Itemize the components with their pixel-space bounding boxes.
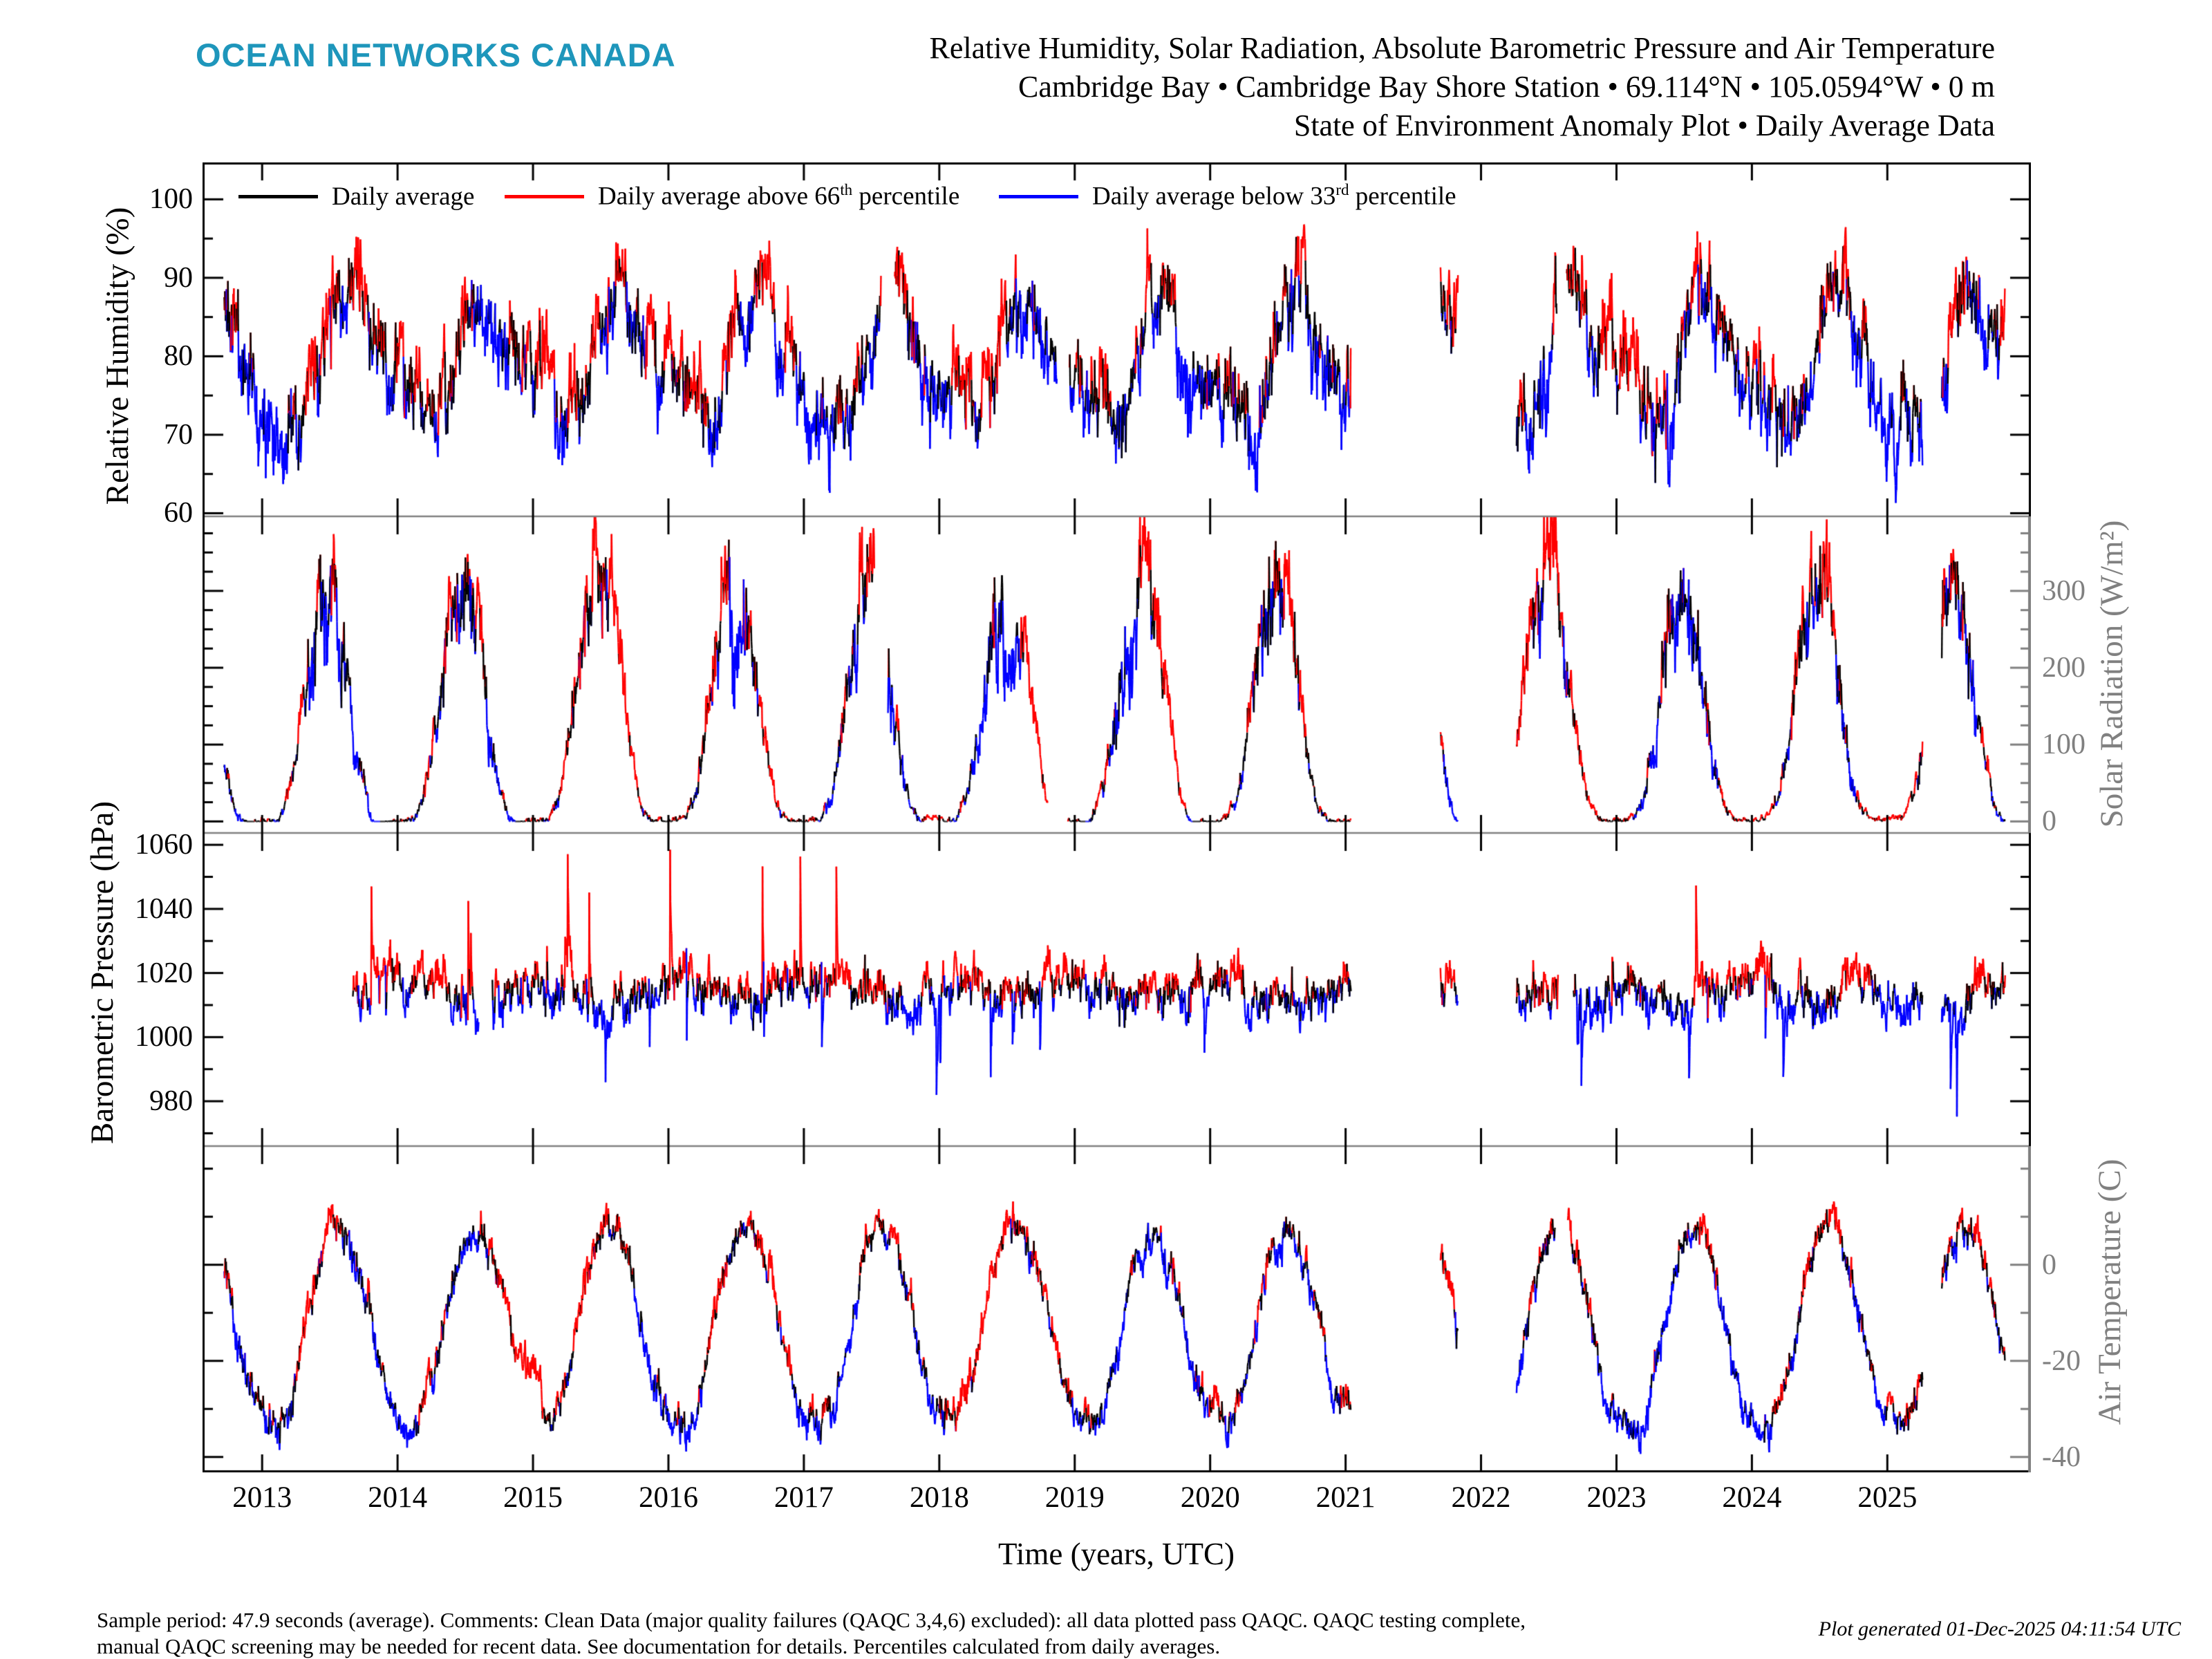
title-line-2: Cambridge Bay • Cambridge Bay Shore Stat… — [1018, 70, 1995, 104]
plot-title: Relative Humidity, Solar Radiation, Abso… — [484, 29, 1995, 145]
legend-line-swatch — [999, 194, 1078, 198]
xtick-label: 2016 — [638, 1481, 698, 1514]
legend-item-daily-average: Daily average — [238, 180, 474, 213]
ytick-label: 100 — [149, 183, 193, 216]
xtick-label: 2020 — [1180, 1481, 1240, 1514]
footer-line-2: manual QAQC screening may be needed for … — [97, 1634, 1221, 1658]
legend-item-above-66th: Daily average above 66th percentile — [505, 180, 959, 213]
plot-area — [203, 162, 2031, 1472]
legend-label: Daily average — [332, 182, 475, 211]
xtick-label: 2023 — [1586, 1481, 1647, 1514]
legend-item-below-33rd: Daily average below 33rd percentile — [999, 180, 1456, 213]
ytick-label: 1020 — [135, 957, 193, 989]
xtick-label: 2017 — [774, 1481, 834, 1514]
footer-line-1: Sample period: 47.9 seconds (average). C… — [97, 1608, 1526, 1632]
ytick-label: 0 — [2042, 1248, 2056, 1281]
ytick-label: 1040 — [135, 892, 193, 925]
xtick-label: 2018 — [909, 1481, 969, 1514]
ytick-label: -20 — [2042, 1344, 2081, 1377]
xtick-label: 2021 — [1315, 1481, 1376, 1514]
xtick-label: 2013 — [232, 1481, 292, 1514]
ytick-label: 200 — [2042, 651, 2086, 684]
legend-line-swatch — [238, 194, 318, 198]
xtick-label: 2019 — [1044, 1481, 1105, 1514]
xtick-label: 2024 — [1722, 1481, 1782, 1514]
ytick-label: 1000 — [135, 1021, 193, 1053]
x-axis-label: Time (years, UTC) — [997, 1537, 1235, 1571]
ytick-label: -40 — [2042, 1441, 2081, 1473]
title-line-3: State of Environment Anomaly Plot • Dail… — [1293, 109, 1995, 142]
ytick-label: 70 — [164, 418, 193, 451]
xtick-label: 2015 — [503, 1481, 563, 1514]
xtick-label: 2022 — [1451, 1481, 1511, 1514]
legend-label: Daily average above 66th percentile — [598, 181, 960, 211]
xtick-label: 2025 — [1857, 1481, 1918, 1514]
ytick-label: 60 — [164, 497, 193, 529]
ytick-label: 980 — [149, 1085, 193, 1118]
xtick-label: 2014 — [368, 1481, 428, 1514]
title-line-1: Relative Humidity, Solar Radiation, Abso… — [929, 31, 1995, 65]
ytick-label: 1060 — [135, 829, 193, 861]
legend-label: Daily average below 33rd percentile — [1092, 181, 1456, 211]
ytick-label: 80 — [164, 340, 193, 373]
ytick-label: 100 — [2042, 729, 2086, 761]
ytick-label: 300 — [2042, 574, 2086, 607]
ocean-networks-canada-logo: OCEAN NETWORKS CANADA — [196, 37, 676, 73]
ytick-label: 90 — [164, 261, 193, 294]
plot-generated-timestamp: Plot generated 01-Dec-2025 04:11:54 UTC — [1818, 1618, 2181, 1640]
legend-line-swatch — [505, 194, 584, 198]
ytick-label: 0 — [2042, 805, 2056, 838]
ylabel-air-temperature: Air Temperature (C) — [2092, 1159, 2128, 1425]
chart-canvas — [203, 162, 2031, 1472]
